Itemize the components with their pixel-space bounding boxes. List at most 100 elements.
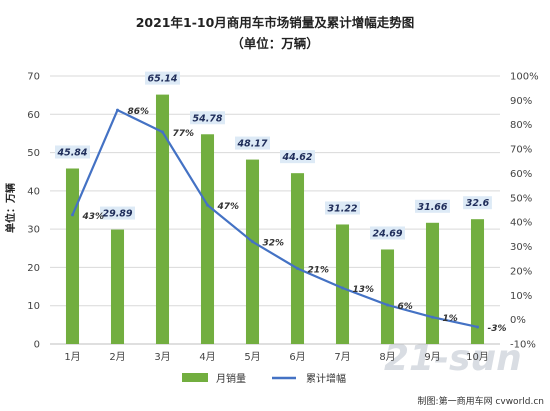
- bar-label-bg: [415, 199, 450, 213]
- legend: 月销量 累计增幅: [182, 372, 346, 385]
- right-tick-label: 50%: [510, 193, 532, 204]
- bar: [335, 224, 350, 344]
- right-tick-label: 80%: [510, 120, 532, 131]
- bar-data-label: 44.62: [281, 152, 312, 163]
- bar-label-bg: [100, 206, 135, 220]
- line-point: [116, 108, 119, 112]
- bar-label-bg: [190, 111, 225, 125]
- watermark-text: 21-sun: [384, 338, 522, 379]
- line-data-label: 86%: [128, 107, 150, 117]
- bar-label-bg: [370, 226, 405, 240]
- line-data-label: 21%: [308, 265, 330, 275]
- x-tick-label: 8月: [379, 351, 395, 363]
- line-point: [251, 240, 254, 244]
- bar: [200, 134, 215, 344]
- bar-label-bg: [55, 145, 90, 159]
- line-point: [71, 213, 74, 217]
- right-tick-label: 70%: [510, 145, 532, 156]
- bar-data-label: 29.89: [102, 209, 132, 220]
- chart-subtitle: （单位：万辆）: [231, 36, 319, 51]
- line-point: [296, 266, 299, 270]
- left-tick-label: 40: [27, 186, 40, 197]
- right-tick-label: 30%: [510, 242, 532, 253]
- left-axis: 0 10 20 30 40 50 60 70: [27, 72, 40, 351]
- bar: [290, 173, 305, 344]
- x-tick-label: 7月: [334, 351, 350, 363]
- left-tick-label: 0: [34, 340, 40, 351]
- right-tick-label: -10%: [510, 340, 536, 351]
- bar-data-label: 65.14: [147, 74, 177, 85]
- right-tick-label: 40%: [510, 218, 532, 229]
- bar-label-bg: [235, 136, 270, 150]
- line-point: [206, 203, 209, 207]
- right-tick-label: 20%: [510, 266, 532, 277]
- left-tick-label: 10: [27, 301, 40, 312]
- right-axis: -10% 0% 10% 20% 30% 40% 50% 60% 70% 80% 90% 100%: [510, 72, 539, 351]
- line-data-label: 32%: [263, 239, 285, 249]
- line-data-label: -3%: [488, 324, 507, 334]
- legend-line-label: 累计增幅: [306, 372, 346, 385]
- bar-label-bg: [325, 201, 360, 215]
- line-point: [476, 325, 479, 329]
- bar-data-label: 24.69: [372, 228, 402, 239]
- bar: [425, 222, 440, 344]
- bar-data-label: 31.66: [417, 202, 447, 213]
- x-tick-label: 5月: [244, 351, 260, 363]
- right-tick-label: 90%: [510, 96, 532, 107]
- line-data-label: 13%: [353, 285, 375, 295]
- bar-label-bg: [280, 150, 315, 164]
- x-tick-label: 4月: [199, 351, 215, 363]
- line-data-label: 47%: [217, 202, 240, 212]
- left-tick-label: 60: [27, 110, 40, 121]
- line-point: [431, 315, 434, 319]
- line-point: [161, 130, 164, 134]
- line-series: [71, 108, 479, 329]
- bar-label-bg: [145, 71, 180, 85]
- x-tick-label: 10月: [466, 351, 489, 363]
- gridlines: [50, 75, 500, 345]
- y-axis-title: 单位：万辆: [4, 183, 17, 233]
- footer-credit: 制图:第一商用车网 cvworld.cn: [418, 395, 544, 407]
- left-tick-label: 50: [27, 148, 40, 159]
- x-tick-label: 9月: [424, 351, 440, 363]
- line-data-labels: 43% 86% 77% 47% 32% 21% 13% 6% 1% -3%: [82, 107, 507, 334]
- bar: [110, 229, 125, 344]
- bar-data-labels: 45.84 29.89 65.14 54.78 48.17 44.62 31.22 24.69…: [55, 71, 492, 240]
- x-tick-label: 6月: [289, 351, 305, 363]
- x-axis: 1月 2月 3月 4月 5月 6月 7月 8月 9月 10月: [64, 351, 489, 363]
- bar-data-label: 48.17: [236, 139, 267, 150]
- line-data-label: 1%: [443, 314, 458, 324]
- bar-label-bg: [463, 196, 492, 210]
- line-data-label: 77%: [173, 129, 195, 139]
- right-tick-label: 100%: [510, 72, 539, 83]
- bar-series: [65, 94, 485, 344]
- bar: [245, 159, 260, 344]
- bar-data-label: 32.6: [466, 198, 490, 209]
- legend-bar-label: 月销量: [216, 372, 246, 385]
- bar: [155, 94, 170, 344]
- bar: [65, 168, 80, 344]
- legend-bar-swatch: [182, 373, 208, 382]
- x-tick-label: 3月: [154, 351, 170, 363]
- x-tick-label: 2月: [109, 351, 125, 363]
- line-data-label: 43%: [82, 212, 105, 222]
- growth-line: [71, 109, 478, 328]
- line-data-label: 6%: [398, 302, 413, 312]
- right-tick-label: 60%: [510, 169, 532, 180]
- bar: [470, 219, 485, 344]
- watermark: 21-sun: [384, 338, 522, 379]
- bar-data-label: 54.78: [192, 113, 222, 124]
- right-tick-label: 0%: [510, 315, 526, 326]
- left-tick-label: 70: [27, 72, 40, 83]
- left-tick-label: 30: [27, 225, 40, 236]
- left-tick-label: 20: [27, 263, 40, 274]
- bar-data-label: 45.84: [56, 147, 87, 158]
- line-point: [341, 286, 344, 290]
- bar: [380, 249, 395, 344]
- x-tick-label: 1月: [64, 351, 80, 363]
- right-tick-label: 10%: [510, 291, 532, 302]
- line-point: [386, 303, 389, 307]
- bar-data-label: 31.22: [327, 203, 357, 214]
